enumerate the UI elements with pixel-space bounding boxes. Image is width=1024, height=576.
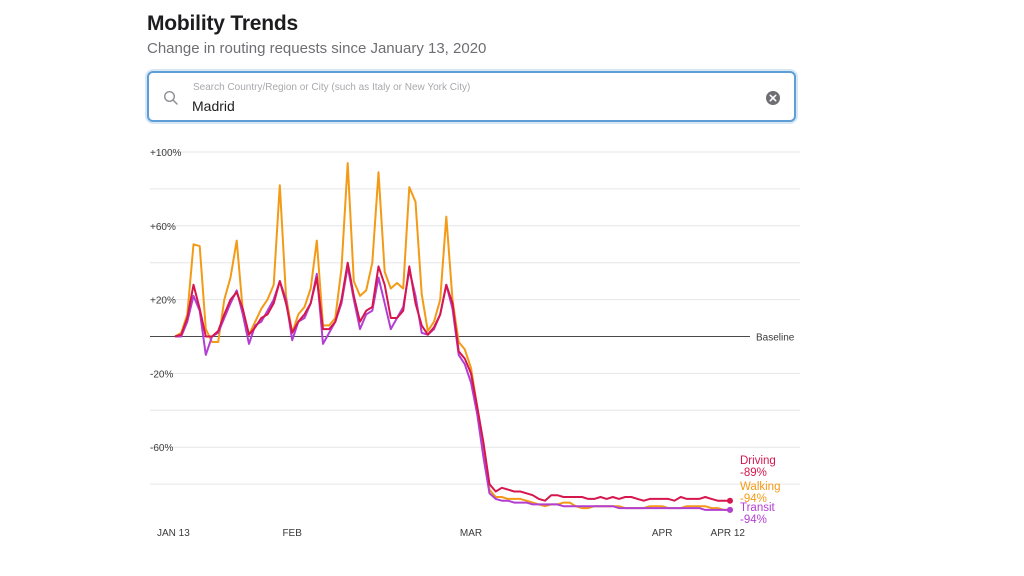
search-input[interactable] <box>192 96 752 116</box>
clear-search-icon[interactable] <box>765 90 781 106</box>
end-label-name-transit: Transit <box>740 502 776 514</box>
end-label-name-driving: Driving <box>740 455 776 467</box>
end-label-value-walking: -94% <box>740 493 767 505</box>
y-tick-label: -20% <box>150 369 173 380</box>
x-tick-label: FEB <box>282 528 302 539</box>
y-tick-label: -60% <box>150 443 173 454</box>
series-line-driving <box>174 261 730 502</box>
search-icon <box>163 90 178 105</box>
end-label-name-walking: Walking <box>740 481 780 493</box>
y-tick-label: +100% <box>150 148 182 159</box>
series-endpoint-driving <box>727 497 733 504</box>
baseline-label: Baseline <box>756 333 795 344</box>
page-title: Mobility Trends <box>147 12 299 35</box>
x-tick-label: JAN 13 <box>157 528 190 539</box>
end-label-value-driving: -89% <box>740 467 767 479</box>
page-subtitle: Change in routing requests since January… <box>147 40 487 57</box>
y-tick-label: +20% <box>150 296 176 307</box>
y-tick-label: +60% <box>150 222 176 233</box>
x-tick-label: APR <box>652 528 673 539</box>
search-placeholder: Search Country/Region or City (such as I… <box>193 82 471 93</box>
x-tick-label: APR 12 <box>711 528 746 539</box>
search-box[interactable]: Search Country/Region or City (such as I… <box>147 71 796 122</box>
x-tick-label: MAR <box>460 528 482 539</box>
end-label-value-transit: -94% <box>740 514 767 526</box>
series-endpoint-transit <box>727 506 733 513</box>
